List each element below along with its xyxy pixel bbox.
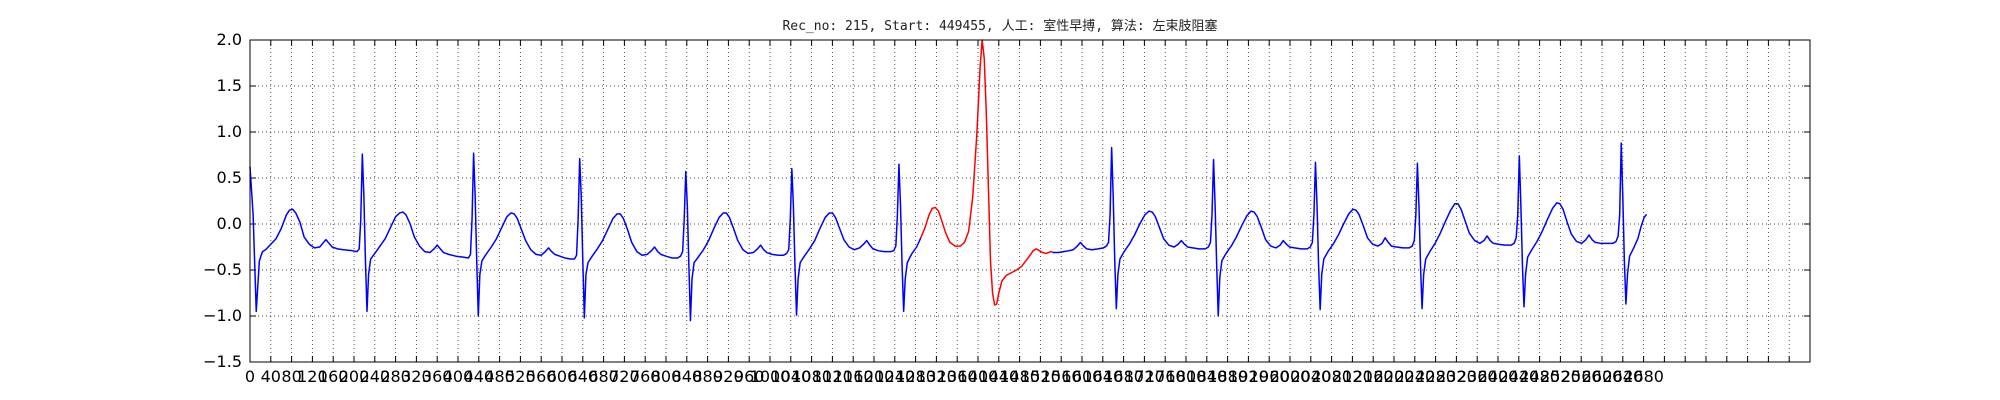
y-tick-label: 1.0 (217, 122, 242, 141)
x-tick-label: 1120 (812, 367, 853, 386)
x-tick-label: 2400 (1478, 367, 1519, 386)
x-tick-label: 1480 (999, 367, 1040, 386)
x-tick-label: 80 (281, 367, 301, 386)
x-tick-label: 1320 (916, 367, 957, 386)
y-tick-label: 0.0 (217, 214, 242, 233)
x-tick-label: 120 (297, 367, 328, 386)
x-tick-label: 440 (464, 367, 495, 386)
y-tick-label: 1.5 (217, 76, 242, 95)
y-tick-label: −1.5 (203, 352, 242, 371)
x-tick-label: 1720 (1124, 367, 1165, 386)
x-tick-label: 1360 (937, 367, 978, 386)
x-tick-label: 2320 (1436, 367, 1477, 386)
y-tick-label: −0.5 (203, 260, 242, 279)
x-tick-label: 360 (422, 367, 453, 386)
x-tick-label: 2640 (1602, 367, 1643, 386)
chart-title: Rec_no: 215, Start: 449455, 人工: 室性早搏, 算法… (782, 18, 1217, 34)
x-tick-label: 480 (484, 367, 515, 386)
x-tick-label: 2600 (1582, 367, 1623, 386)
trace-layer (249, 39, 1647, 322)
x-tick-label: 320 (401, 367, 432, 386)
x-tick-label: 2280 (1415, 367, 1456, 386)
x-tick-label: 1640 (1082, 367, 1123, 386)
x-tick-label: 960 (734, 367, 765, 386)
x-tick-label: 1160 (833, 367, 874, 386)
x-tick-label: 560 (526, 367, 557, 386)
x-tick-label: 1960 (1249, 367, 1290, 386)
x-tick-label: 840 (672, 367, 703, 386)
x-tick-label: 1920 (1228, 367, 1269, 386)
y-tick-label: 2.0 (217, 30, 242, 49)
x-tick-label: 2560 (1561, 367, 1602, 386)
x-tick-label: 2520 (1540, 367, 1581, 386)
y-tick-label: 0.5 (217, 168, 242, 187)
y-tick-label: −1.0 (203, 306, 242, 325)
tick-layer: −1.5−1.0−0.50.00.51.01.52.00 40 8012016020… (203, 30, 1811, 386)
ecg-trace (1052, 142, 1647, 317)
x-tick-label: 40 (261, 367, 281, 386)
x-tick-label: 1000 (750, 367, 791, 386)
x-tick-label: 720 (609, 367, 640, 386)
x-tick-label: 2080 (1311, 367, 1352, 386)
x-tick-label: 0 (245, 367, 255, 386)
x-tick-label: 1880 (1207, 367, 1248, 386)
x-tick-label: 640 (568, 367, 599, 386)
x-tick-label: 280 (380, 367, 411, 386)
x-tick-label: 2360 (1457, 367, 1498, 386)
ecg-trace-highlight (920, 39, 1055, 306)
grid-layer (250, 40, 1810, 362)
x-tick-label: 2680 (1623, 367, 1664, 386)
x-tick-label: 1800 (1166, 367, 1207, 386)
x-tick-label: 400 (443, 367, 474, 386)
x-tick-label: 1840 (1186, 367, 1227, 386)
x-tick-label: 2120 (1332, 367, 1373, 386)
x-tick-label: 760 (630, 367, 661, 386)
x-tick-label: 1680 (1103, 367, 1144, 386)
x-tick-label: 2440 (1498, 367, 1539, 386)
x-tick-label: 800 (651, 367, 682, 386)
ecg-trace (249, 152, 922, 322)
x-tick-label: 520 (505, 367, 536, 386)
x-tick-label: 680 (588, 367, 619, 386)
x-tick-label: 1560 (1041, 367, 1082, 386)
x-tick-label: 2480 (1519, 367, 1560, 386)
x-tick-label: 600 (547, 367, 578, 386)
x-tick-label: 2200 (1374, 367, 1415, 386)
x-tick-label: 880 (692, 367, 723, 386)
x-tick-label: 200 (339, 367, 370, 386)
x-tick-label: 920 (713, 367, 744, 386)
x-tick-label: 1200 (854, 367, 895, 386)
plot-frame (249, 39, 1811, 363)
x-tick-label: 2240 (1394, 367, 1435, 386)
x-tick-label: 1600 (1062, 367, 1103, 386)
x-tick-label: 1080 (791, 367, 832, 386)
x-tick-label: 1240 (874, 367, 915, 386)
x-tick-label: 160 (318, 367, 349, 386)
x-tick-label: 1280 (895, 367, 936, 386)
x-tick-label: 1520 (1020, 367, 1061, 386)
x-tick-label: 1040 (770, 367, 811, 386)
x-tick-label: 1760 (1145, 367, 1186, 386)
x-tick-label: 2000 (1270, 367, 1311, 386)
x-tick-label: 2040 (1290, 367, 1331, 386)
x-tick-label: 1440 (978, 367, 1019, 386)
x-tick-label: 2160 (1353, 367, 1394, 386)
x-tick-label: 240 (360, 367, 391, 386)
x-tick-label: 1400 (958, 367, 999, 386)
